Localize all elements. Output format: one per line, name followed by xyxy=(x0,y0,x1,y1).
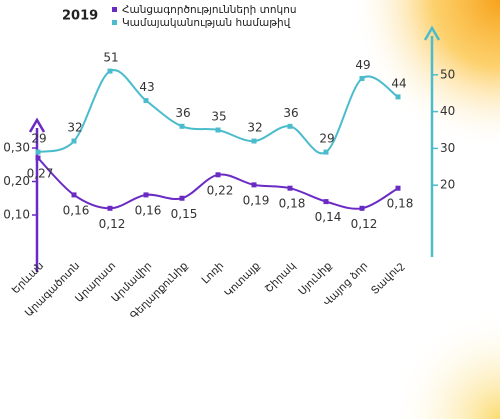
point xyxy=(107,205,113,211)
y2-tick-label: 50 xyxy=(440,67,455,81)
y2-tick-label: 20 xyxy=(440,178,455,192)
point xyxy=(215,172,221,178)
point xyxy=(35,155,41,161)
value-label: 29 xyxy=(31,132,46,146)
value-label: 0,12 xyxy=(351,217,378,231)
point xyxy=(35,149,41,155)
value-label: 0,12 xyxy=(99,217,126,231)
point xyxy=(143,192,149,198)
value-label: 0,27 xyxy=(27,167,54,181)
left-axis-arrow xyxy=(28,117,46,133)
y-tick-label: 0,20 xyxy=(3,174,30,188)
point xyxy=(395,185,401,191)
point xyxy=(251,138,257,144)
value-label: 0,15 xyxy=(171,207,198,221)
value-label: 0,18 xyxy=(387,197,414,211)
value-label: 0,16 xyxy=(135,203,162,217)
y-tick-label: 0,10 xyxy=(3,208,30,222)
point xyxy=(71,192,77,198)
point xyxy=(107,68,113,74)
value-label: 32 xyxy=(67,121,82,135)
legend-label: Հանցագործությունների տոկոս xyxy=(122,4,297,16)
value-label: 0,18 xyxy=(279,197,306,211)
value-label: 36 xyxy=(175,106,190,120)
y-tick-label: 0,30 xyxy=(3,141,30,155)
value-label: 0,22 xyxy=(207,183,234,197)
point xyxy=(323,199,329,205)
value-label: 0,14 xyxy=(315,210,342,224)
value-label: 49 xyxy=(355,58,370,72)
value-label: 32 xyxy=(247,121,262,135)
value-label: 51 xyxy=(103,51,118,65)
value-label: 44 xyxy=(391,76,406,90)
point xyxy=(359,75,365,81)
point xyxy=(179,123,185,129)
point xyxy=(323,149,329,155)
legend-label: Կամայականության համաթիվ xyxy=(122,17,291,29)
point xyxy=(215,127,221,133)
point xyxy=(359,205,365,211)
point xyxy=(251,182,257,188)
chart-title: 2019 xyxy=(62,9,98,24)
y2-tick-label: 30 xyxy=(440,141,455,155)
value-label: 0,19 xyxy=(243,193,270,207)
value-label: 0,16 xyxy=(63,203,90,217)
value-label: 35 xyxy=(211,110,226,124)
value-label: 43 xyxy=(139,80,154,94)
point xyxy=(143,98,149,104)
legend-swatch xyxy=(112,7,117,12)
legend-swatch xyxy=(112,20,117,25)
y2-tick-label: 40 xyxy=(440,104,455,118)
point xyxy=(71,138,77,144)
point xyxy=(287,185,293,191)
value-label: 29 xyxy=(319,132,334,146)
point xyxy=(287,123,293,129)
point xyxy=(179,195,185,201)
point xyxy=(395,94,401,100)
value-label: 36 xyxy=(283,106,298,120)
right-axis-arrow xyxy=(423,25,441,41)
